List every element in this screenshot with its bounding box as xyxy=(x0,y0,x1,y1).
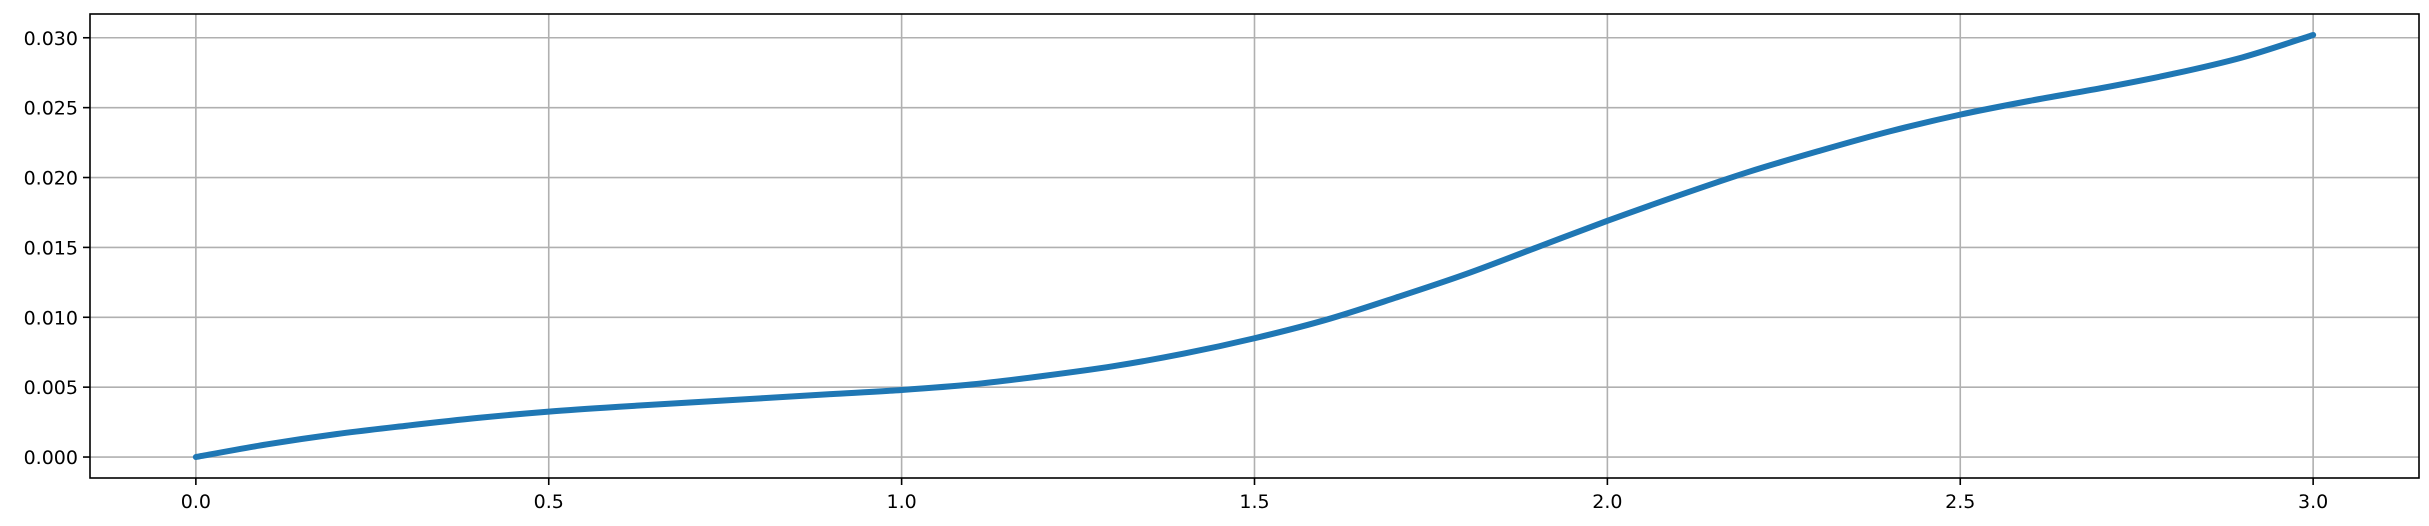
grid xyxy=(90,14,2419,478)
series-line-0 xyxy=(192,31,2317,461)
y-tick-label: 0.000 xyxy=(24,447,78,469)
y-tick-label: 0.010 xyxy=(24,307,78,329)
y-tick-label: 0.015 xyxy=(24,237,78,259)
y-tick-label: 0.025 xyxy=(24,98,78,120)
y-tick-label: 0.020 xyxy=(24,168,78,190)
x-tick-label: 2.5 xyxy=(1945,491,1975,513)
y-tick-label: 0.005 xyxy=(24,377,78,399)
y-tick-label: 0.030 xyxy=(24,28,78,50)
x-tick-label: 2.0 xyxy=(1592,491,1622,513)
series-layer xyxy=(192,31,2317,461)
x-tick-label: 0.5 xyxy=(534,491,564,513)
x-tick-label: 1.5 xyxy=(1239,491,1269,513)
x-tick-label: 1.0 xyxy=(887,491,917,513)
x-tick-label: 0.0 xyxy=(181,491,211,513)
ticks: 0.0 0.5 1.0 1.5 2.0 2.5 3.0 0.000 0.005 0.010 0.01… xyxy=(24,28,2329,513)
x-tick-label: 3.0 xyxy=(2298,491,2328,513)
